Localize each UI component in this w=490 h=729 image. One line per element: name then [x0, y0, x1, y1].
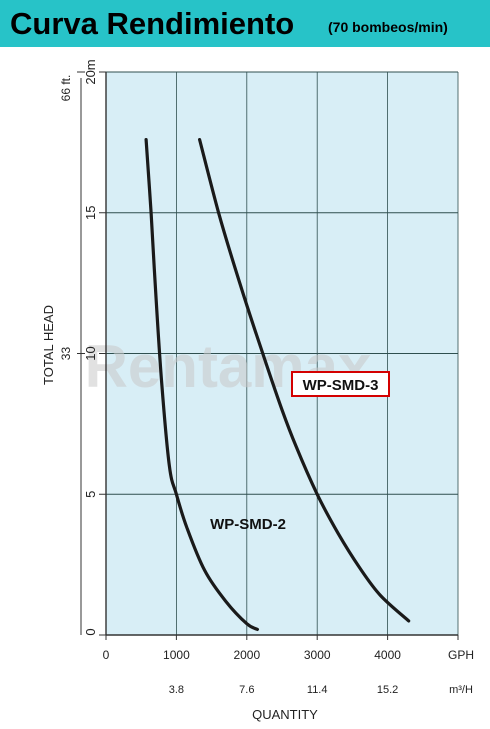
x2-unit-label: m³/H [449, 684, 473, 696]
y2-tick-label: 66 ft. [59, 75, 73, 102]
y-axis-title: TOTAL HEAD [41, 305, 56, 385]
y-tick-label: 5 [83, 491, 98, 498]
page-title: Curva Rendimiento [10, 6, 295, 41]
x2-tick-label: 11.4 [307, 684, 328, 696]
series-label-wp-smd-3: WP-SMD-3 [303, 377, 379, 394]
x-unit-label: GPH [448, 648, 474, 662]
labels: 0 1000 2000 3000 4000 GPH 3.8 7.6 11.4 15.2 m³/H QU… [41, 59, 474, 722]
series-label-wp-smd-2: WP-SMD-2 [210, 516, 286, 533]
x-tick-label: 4000 [374, 648, 401, 662]
x-tick-label: 2000 [233, 648, 260, 662]
x2-tick-label: 7.6 [239, 684, 254, 696]
y-tick-label: 0 [83, 628, 98, 635]
x2-tick-label: 3.8 [169, 684, 184, 696]
series-line-wp-smd-2 [144, 138, 259, 631]
y-tick-label: 10 [83, 346, 98, 360]
series-lines [144, 138, 411, 631]
x-tick-label: 0 [103, 648, 110, 662]
x-tick-label: 1000 [163, 648, 190, 662]
series-line-wp-smd-3 [198, 138, 411, 623]
x-axis-title: QUANTITY [252, 707, 318, 722]
x2-tick-label: 15.2 [377, 684, 398, 696]
y2-tick-label: 33 [59, 347, 73, 361]
series-label-box [291, 371, 390, 397]
x-tick-label: 3000 [304, 648, 331, 662]
grid-lines [106, 71, 459, 635]
y-tick-label: 15 [83, 206, 98, 220]
header-bar: Curva Rendimiento (70 bombeos/min) [0, 0, 490, 47]
axes [77, 71, 459, 640]
y-tick-label: 20m [83, 59, 98, 84]
page-subtitle: (70 bombeos/min) [328, 19, 448, 35]
